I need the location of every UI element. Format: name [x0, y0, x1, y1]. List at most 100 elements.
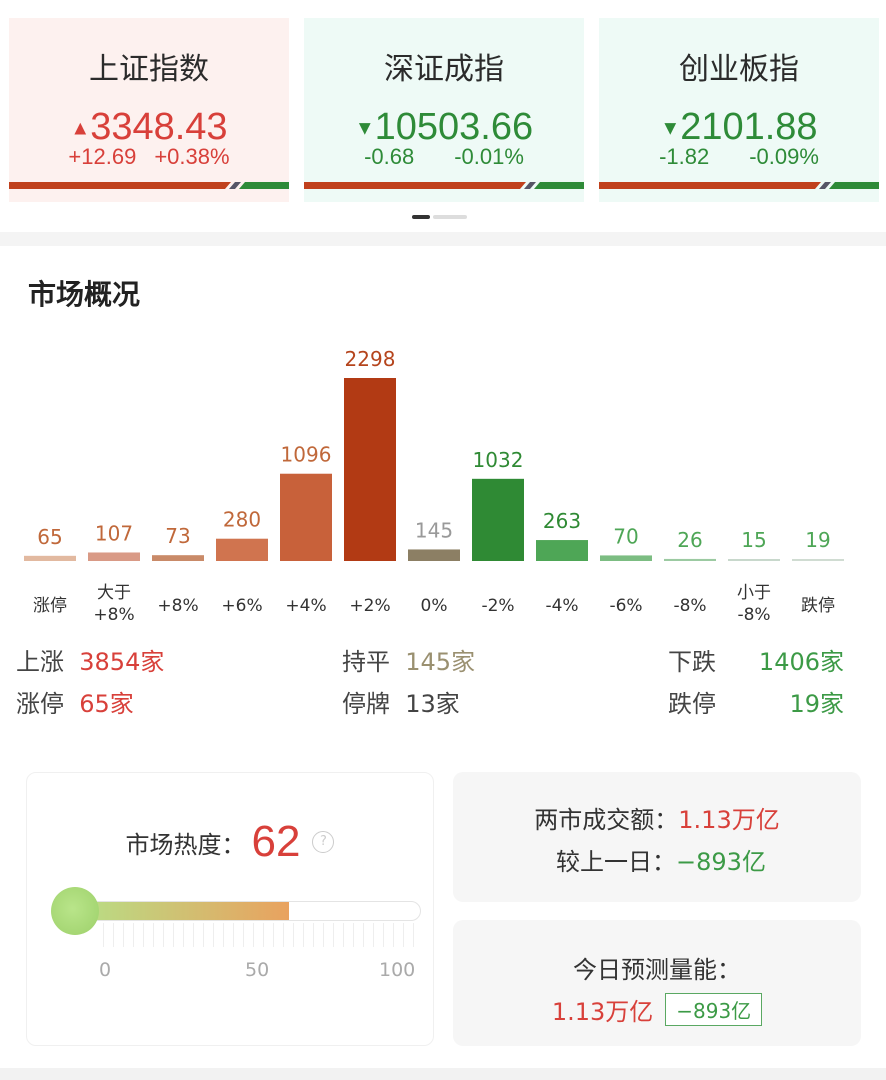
category-label: +2%	[349, 596, 390, 616]
prev-day-value: −893亿	[676, 848, 766, 876]
limit-down-value: 19家	[789, 690, 844, 718]
category-label: 小于-8%	[737, 583, 771, 625]
turnover-panel: 两市成交额：1.13万亿 较上一日：−893亿	[453, 772, 861, 902]
index-price: ▼10503.66	[304, 106, 584, 149]
index-change: -0.68	[364, 144, 415, 169]
bar	[152, 555, 204, 561]
category-label: -4%	[545, 596, 578, 616]
category-label: +8%	[157, 596, 198, 616]
heat-gauge	[75, 901, 421, 921]
turnover-value: 1.13万亿	[678, 806, 780, 834]
limit-up-count: 涨停 65家	[16, 684, 134, 719]
heat-fill	[76, 902, 290, 920]
data-label: 263	[543, 509, 581, 533]
forecast-panel: 今日预测量能： 1.13万亿 −893亿	[453, 920, 861, 1046]
data-label: 145	[415, 518, 453, 542]
data-label: 15	[741, 528, 766, 552]
bar	[728, 559, 780, 561]
divider	[0, 1068, 886, 1080]
limit-up-value: 65家	[79, 690, 134, 718]
tick-label: 100	[379, 959, 416, 981]
heat-label: 市场热度：	[125, 830, 246, 859]
suspended-value: 13家	[405, 690, 460, 718]
forecast-delta-badge: −893亿	[665, 993, 763, 1026]
data-label: 1032	[473, 448, 524, 472]
category-label: +6%	[221, 596, 262, 616]
up-label: 上涨	[16, 648, 64, 676]
bar	[408, 549, 460, 561]
bar	[344, 378, 396, 561]
down-arrow-icon: ▼	[354, 117, 375, 140]
index-card[interactable]: 深证成指 ▼10503.66 -0.68 -0.01%	[304, 18, 584, 202]
up-value: 3854家	[79, 648, 165, 676]
suspended-label: 停牌	[342, 690, 390, 718]
index-change: +12.69	[68, 144, 137, 169]
index-card[interactable]: 创业板指 ▼2101.88 -1.82 -0.09%	[599, 18, 879, 202]
category-label: -8%	[673, 596, 706, 616]
bar	[536, 540, 588, 561]
heat-scale	[103, 923, 419, 947]
flat-value: 145家	[405, 648, 476, 676]
down-label: 下跌	[668, 648, 716, 676]
heat-panel: 市场热度： 62 ? 0 50 100	[26, 772, 434, 1046]
down-arrow-icon: ▼	[660, 117, 681, 140]
bar	[600, 555, 652, 561]
thermometer-bulb-icon	[51, 887, 99, 935]
category-label: 大于+8%	[93, 583, 134, 625]
data-label: 280	[223, 508, 261, 532]
down-count: 下跌 1406家	[668, 642, 844, 677]
category-label: -2%	[481, 596, 514, 616]
distribution-chart: 65 涨停 107 大于+8% 73 +8% 280 +6% 1096 +4% 2298 +2% 145…	[24, 347, 844, 625]
limit-down-count: 跌停 19家	[668, 684, 844, 719]
tick-label: 0	[99, 959, 112, 981]
index-pct: -0.01%	[454, 144, 524, 169]
index-card[interactable]: 上证指数 ▲3348.43 +12.69 +0.38%	[9, 18, 289, 202]
index-price-value: 3348.43	[90, 106, 228, 148]
bar	[280, 473, 332, 561]
turnover-label: 两市成交额：	[534, 806, 679, 834]
category-label: -6%	[609, 596, 642, 616]
limit-down-label: 跌停	[668, 690, 716, 718]
flat-label: 持平	[342, 648, 390, 676]
bar	[216, 538, 268, 561]
bar	[664, 558, 716, 561]
index-change: -1.82	[659, 144, 710, 169]
category-label: +4%	[285, 596, 326, 616]
data-label: 1096	[281, 443, 332, 467]
category-label: 跌停	[801, 596, 835, 616]
up-down-ratio-bar	[304, 182, 584, 189]
index-price-value: 2101.88	[680, 106, 818, 148]
data-label: 73	[165, 524, 190, 548]
up-down-ratio-bar	[9, 182, 289, 189]
data-label: 26	[677, 528, 702, 552]
index-price: ▼2101.88	[599, 106, 879, 149]
up-arrow-icon: ▲	[70, 117, 91, 140]
forecast-value: 1.13万亿	[551, 998, 654, 1026]
index-name: 创业板指	[679, 52, 799, 87]
forecast-label: 今日预测量能：	[573, 956, 741, 984]
index-pct: -0.09%	[749, 144, 819, 169]
suspended-count: 停牌 13家	[342, 684, 460, 719]
bar	[88, 552, 140, 561]
data-label: 65	[37, 525, 62, 549]
index-name: 上证指数	[89, 52, 209, 87]
index-price: ▲3348.43	[9, 106, 289, 149]
carousel-indicator[interactable]	[412, 215, 467, 219]
index-price-value: 10503.66	[374, 106, 534, 148]
down-value: 1406家	[758, 648, 844, 676]
divider	[0, 232, 886, 246]
index-pct: +0.38%	[154, 144, 230, 169]
heat-value: 62	[251, 817, 301, 866]
bar	[472, 478, 524, 561]
category-label: 涨停	[33, 596, 67, 616]
bar	[24, 555, 76, 561]
tick-label: 50	[245, 959, 270, 981]
up-count: 上涨 3854家	[16, 642, 164, 677]
data-label: 107	[95, 521, 133, 545]
data-label: 19	[805, 528, 830, 552]
help-icon[interactable]: ?	[312, 831, 335, 853]
limit-up-label: 涨停	[16, 690, 64, 718]
section-title: 市场概况	[28, 278, 141, 311]
flat-count: 持平 145家	[342, 642, 475, 677]
data-label: 2298	[345, 347, 396, 371]
